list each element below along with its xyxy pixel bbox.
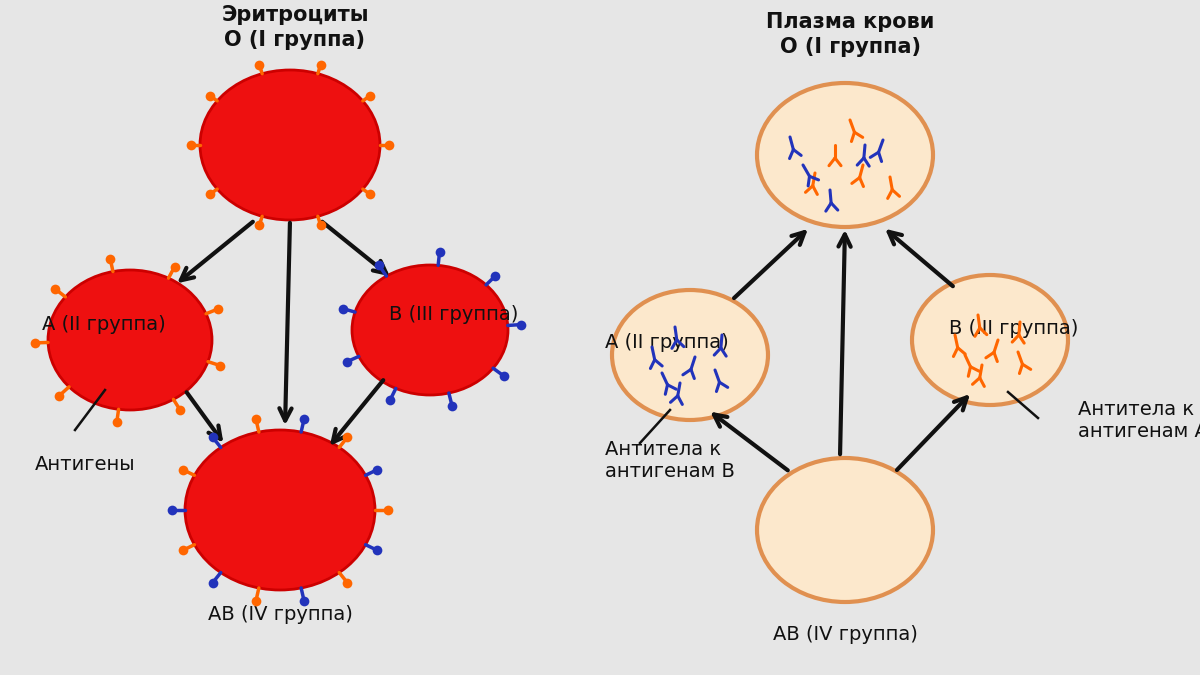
Text: АВ (IV группа): АВ (IV группа) xyxy=(773,625,918,644)
Ellipse shape xyxy=(612,290,768,420)
Ellipse shape xyxy=(48,270,212,410)
Text: АВ (IV группа): АВ (IV группа) xyxy=(208,605,353,624)
Ellipse shape xyxy=(185,430,374,590)
Text: Эритроциты
O (I группа): Эритроциты O (I группа) xyxy=(221,5,368,50)
Ellipse shape xyxy=(352,265,508,395)
Ellipse shape xyxy=(757,458,934,602)
Text: В (III группа): В (III группа) xyxy=(949,319,1078,338)
Text: А (II группа): А (II группа) xyxy=(605,333,728,352)
Text: Антитела к
антигенам А: Антитела к антигенам А xyxy=(1078,400,1200,441)
Ellipse shape xyxy=(912,275,1068,405)
Text: Антигены: Антигены xyxy=(35,455,136,474)
Text: А (II группа): А (II группа) xyxy=(42,315,166,335)
Ellipse shape xyxy=(757,83,934,227)
Text: Антитела к
антигенам В: Антитела к антигенам В xyxy=(605,440,734,481)
Ellipse shape xyxy=(200,70,380,220)
Text: Плазма крови
O (I группа): Плазма крови O (I группа) xyxy=(766,12,934,57)
Text: В (III группа): В (III группа) xyxy=(389,306,518,325)
